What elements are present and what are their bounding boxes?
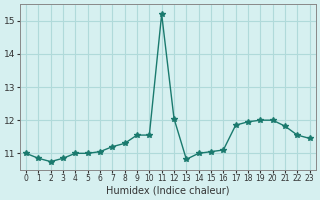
X-axis label: Humidex (Indice chaleur): Humidex (Indice chaleur)	[106, 186, 229, 196]
